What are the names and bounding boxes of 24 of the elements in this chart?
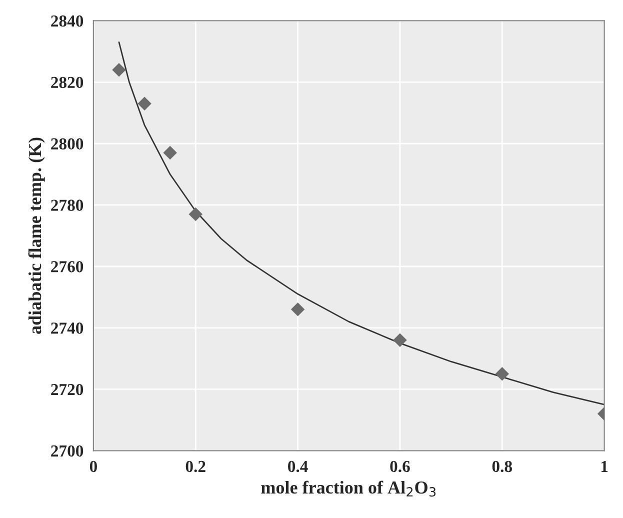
- x-tick-label: 0.4: [288, 460, 308, 472]
- point: [496, 367, 509, 380]
- point: [163, 146, 177, 160]
- y-axis-title: adiabatic flame temp. (K): [28, 138, 45, 334]
- y-tick-label: 2760: [51, 261, 84, 272]
- x-tick-label: 1: [601, 460, 608, 472]
- point: [291, 302, 304, 316]
- x-tick-label: 0.2: [186, 460, 206, 472]
- y-tick-label: 2700: [51, 445, 84, 457]
- y-tick-label: 2780: [51, 200, 84, 211]
- y-tick-label: 2820: [51, 76, 84, 88]
- y-tick-label: 2720: [51, 384, 84, 396]
- point: [138, 97, 152, 110]
- point: [393, 334, 407, 347]
- y-tick-label: 2800: [51, 138, 84, 150]
- y-tick-label: 2840: [51, 15, 84, 27]
- x-tick-label: 0.8: [492, 460, 512, 472]
- x-axis-title: mole fraction of Al$_{2}$O$_{3}$: [261, 480, 436, 497]
- point: [189, 208, 202, 221]
- y-tick-label: 2740: [51, 322, 84, 334]
- x-tick-label: 0.6: [390, 460, 410, 472]
- line-series: [118, 42, 604, 406]
- x-tick-label: 0: [90, 460, 97, 472]
- point: [112, 63, 126, 76]
